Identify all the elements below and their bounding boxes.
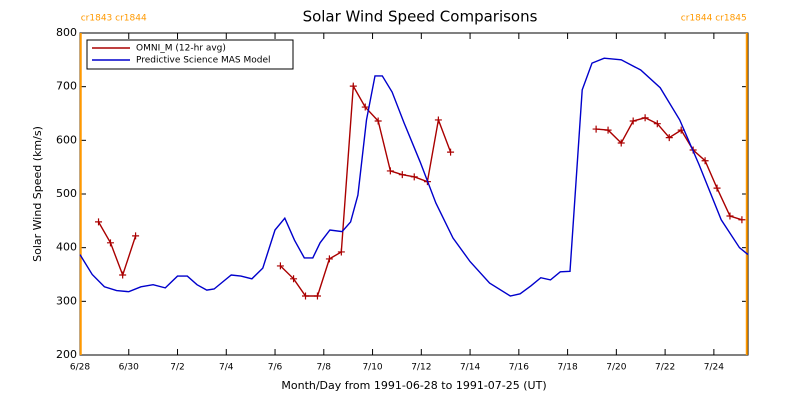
data-point: [374, 117, 382, 125]
data-point: [361, 103, 369, 111]
chart-title: Solar Wind Speed Comparisons: [303, 8, 538, 26]
y-tick-label: 700: [56, 80, 77, 93]
y-tick-label: 200: [56, 348, 77, 361]
legend-label: Predictive Science MAS Model: [136, 56, 271, 66]
y-tick-label: 400: [56, 241, 77, 254]
data-point: [132, 232, 140, 240]
data-point: [349, 82, 357, 90]
data-point: [119, 271, 127, 279]
x-tick-label: 7/12: [411, 363, 431, 373]
x-tick-label: 7/2: [170, 363, 184, 373]
data-point: [592, 125, 600, 133]
data-point: [95, 218, 103, 226]
y-tick-label: 600: [56, 133, 77, 146]
data-point: [386, 167, 394, 175]
legend-box: [86, 39, 294, 70]
data-point: [398, 171, 406, 179]
data-point: [447, 148, 455, 156]
data-point: [641, 114, 649, 122]
y-axis-label: Solar Wind Speed (km/s): [31, 126, 44, 262]
plot-frame: [79, 32, 749, 356]
data-point: [726, 212, 734, 220]
data-point: [325, 255, 333, 263]
x-tick-label: 6/28: [70, 363, 90, 373]
x-tick-label: 7/16: [509, 363, 529, 373]
data-point: [302, 292, 310, 300]
data-point: [276, 262, 284, 270]
x-axis-label: Month/Day from 1991-06-28 to 1991-07-25 …: [281, 379, 546, 392]
data-point: [410, 173, 418, 181]
data-point: [701, 157, 709, 165]
data-point: [106, 239, 114, 247]
data-point: [653, 120, 661, 128]
x-tick-label: 7/6: [268, 363, 283, 373]
data-point: [713, 184, 721, 192]
data-point: [738, 216, 746, 224]
x-tick-label: 7/22: [655, 363, 675, 373]
series-line: [79, 57, 749, 297]
x-tick-label: 7/4: [219, 363, 234, 373]
legend-label: OMNI_M (12-hr avg): [136, 44, 226, 54]
x-tick-label: 7/8: [317, 363, 332, 373]
data-point: [617, 139, 625, 147]
x-tick-label: 7/24: [704, 363, 724, 373]
boundary-label: cr1843 cr1844: [81, 14, 147, 24]
x-tick-label: 7/10: [362, 363, 382, 373]
y-tick-label: 800: [56, 26, 77, 39]
data-point: [434, 116, 442, 124]
data-point: [337, 248, 345, 256]
x-tick-label: 7/14: [460, 363, 480, 373]
y-tick-label: 500: [56, 187, 77, 200]
data-point: [629, 117, 637, 125]
x-tick-label: 7/20: [606, 363, 626, 373]
boundary-label: cr1844 cr1845: [681, 14, 747, 24]
data-point: [313, 292, 321, 300]
data-point: [665, 134, 673, 142]
y-tick-label: 300: [56, 294, 77, 307]
data-point: [290, 275, 298, 283]
data-point: [604, 126, 612, 134]
x-tick-label: 7/18: [557, 363, 577, 373]
x-tick-label: 6/30: [119, 363, 139, 373]
